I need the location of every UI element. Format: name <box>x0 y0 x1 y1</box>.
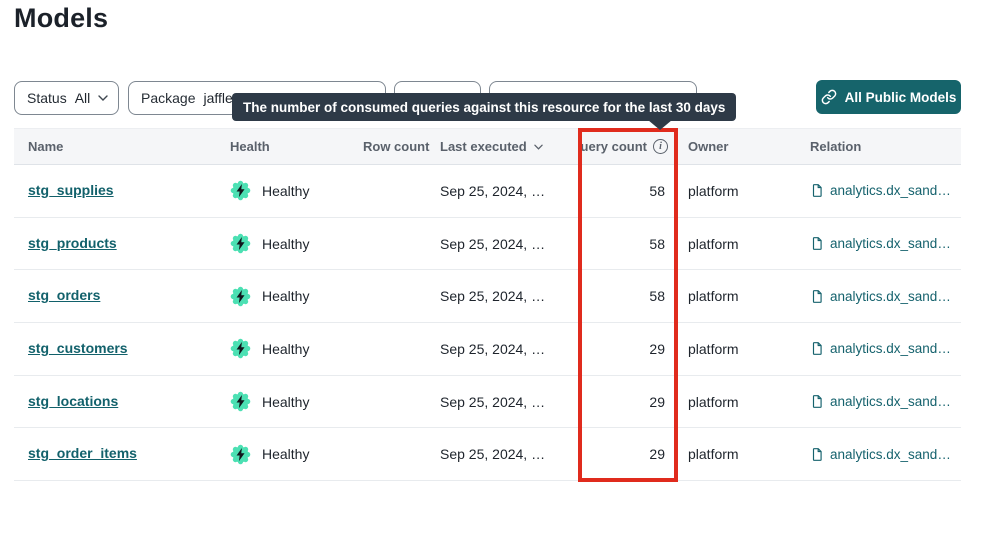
last-executed-value: Sep 25, 2024, … <box>440 288 546 305</box>
table-row: stg_supplies Healthy Sep 25, 2024, … 58 … <box>14 165 961 218</box>
table-row: stg_locations Healthy Sep 25, 2024, … 29… <box>14 375 961 429</box>
last-executed-value: Sep 25, 2024, … <box>440 340 546 357</box>
health-status: Healthy <box>262 235 310 252</box>
table-row: stg_order_items Healthy Sep 25, 2024, … … <box>14 428 961 482</box>
column-header-name: Name <box>28 139 64 154</box>
healthy-badge-icon <box>230 444 251 465</box>
health-status: Healthy <box>262 446 310 463</box>
relation-text: analytics.dx_sand… <box>830 236 951 252</box>
chevron-down-icon <box>98 95 108 101</box>
info-icon[interactable]: i <box>653 139 668 154</box>
table-body: stg_supplies Healthy Sep 25, 2024, … 58 … <box>14 165 961 482</box>
table-header-row: Name Health Row count Last executed Quer… <box>14 128 961 165</box>
relation-link[interactable]: analytics.dx_sand… <box>810 394 951 409</box>
all-public-models-label: All Public Models <box>844 89 957 105</box>
file-icon <box>810 394 824 409</box>
filter-status-label: Status <box>27 90 67 106</box>
owner-value: platform <box>688 288 739 305</box>
model-name-link[interactable]: stg_order_items <box>28 445 137 462</box>
last-executed-value: Sep 25, 2024, … <box>440 446 546 463</box>
all-public-models-button[interactable]: All Public Models <box>816 80 961 114</box>
file-icon <box>810 341 824 356</box>
page-title: Models <box>14 3 109 33</box>
healthy-badge-icon <box>230 286 251 307</box>
relation-link[interactable]: analytics.dx_sand… <box>810 447 951 462</box>
filter-status-value: All <box>74 90 91 106</box>
relation-link[interactable]: analytics.dx_sand… <box>810 183 951 198</box>
owner-value: platform <box>688 446 739 463</box>
query-count-header-label: Query count <box>578 139 647 154</box>
column-header-owner: Owner <box>688 139 729 154</box>
link-icon <box>821 89 837 105</box>
relation-link[interactable]: analytics.dx_sand… <box>810 341 951 356</box>
health-status: Healthy <box>262 288 310 305</box>
last-executed-value: Sep 25, 2024, … <box>440 393 546 410</box>
model-name-link[interactable]: stg_locations <box>28 392 119 409</box>
relation-link[interactable]: analytics.dx_sand… <box>810 289 951 304</box>
filter-status[interactable]: Status All <box>14 81 119 115</box>
query-count-value: 29 <box>649 446 665 463</box>
relation-text: analytics.dx_sand… <box>830 341 951 357</box>
column-header-last-executed[interactable]: Last executed <box>440 139 578 154</box>
column-header-relation: Relation <box>810 139 862 154</box>
owner-value: platform <box>688 182 739 199</box>
model-name-link[interactable]: stg_customers <box>28 339 128 356</box>
query-count-tooltip: The number of consumed queries against t… <box>232 93 737 121</box>
last-executed-value: Sep 25, 2024, … <box>440 182 546 199</box>
column-header-health: Health <box>230 139 270 154</box>
health-status: Healthy <box>262 340 310 357</box>
table-row: stg_customers Healthy Sep 25, 2024, … 29… <box>14 323 961 376</box>
owner-value: platform <box>688 393 739 410</box>
filter-package-value: jaffle_ <box>203 90 241 106</box>
table-row: stg_products Healthy Sep 25, 2024, … 58 … <box>14 217 961 271</box>
relation-text: analytics.dx_sand… <box>830 394 951 410</box>
relation-text: analytics.dx_sand… <box>830 183 951 199</box>
query-count-value: 58 <box>649 288 665 305</box>
owner-value: platform <box>688 340 739 357</box>
query-count-value: 29 <box>649 393 665 410</box>
relation-link[interactable]: analytics.dx_sand… <box>810 236 951 251</box>
sort-chevron-icon <box>533 144 543 150</box>
model-name-link[interactable]: stg_products <box>28 234 117 251</box>
query-count-value: 58 <box>649 182 665 199</box>
tooltip-caret <box>648 120 672 130</box>
column-header-row-count: Row count <box>363 139 430 154</box>
column-header-query-count: Query count i <box>578 139 678 154</box>
health-status: Healthy <box>262 182 310 199</box>
model-name-link[interactable]: stg_supplies <box>28 181 114 198</box>
filter-package-label: Package <box>141 90 196 106</box>
file-icon <box>810 289 824 304</box>
healthy-badge-icon <box>230 233 251 254</box>
owner-value: platform <box>688 235 739 252</box>
models-table: Name Health Row count Last executed Quer… <box>14 128 961 482</box>
relation-text: analytics.dx_sand… <box>830 288 951 304</box>
healthy-badge-icon <box>230 180 251 201</box>
file-icon <box>810 236 824 251</box>
healthy-badge-icon <box>230 338 251 359</box>
file-icon <box>810 447 824 462</box>
relation-text: analytics.dx_sand… <box>830 446 951 462</box>
healthy-badge-icon <box>230 391 251 412</box>
query-count-value: 29 <box>649 340 665 357</box>
table-row: stg_orders Healthy Sep 25, 2024, … 58 pl… <box>14 270 961 324</box>
last-executed-header-label: Last executed <box>440 139 527 154</box>
model-name-link[interactable]: stg_orders <box>28 287 101 304</box>
health-status: Healthy <box>262 393 310 410</box>
query-count-value: 58 <box>649 235 665 252</box>
file-icon <box>810 183 824 198</box>
last-executed-value: Sep 25, 2024, … <box>440 235 546 252</box>
